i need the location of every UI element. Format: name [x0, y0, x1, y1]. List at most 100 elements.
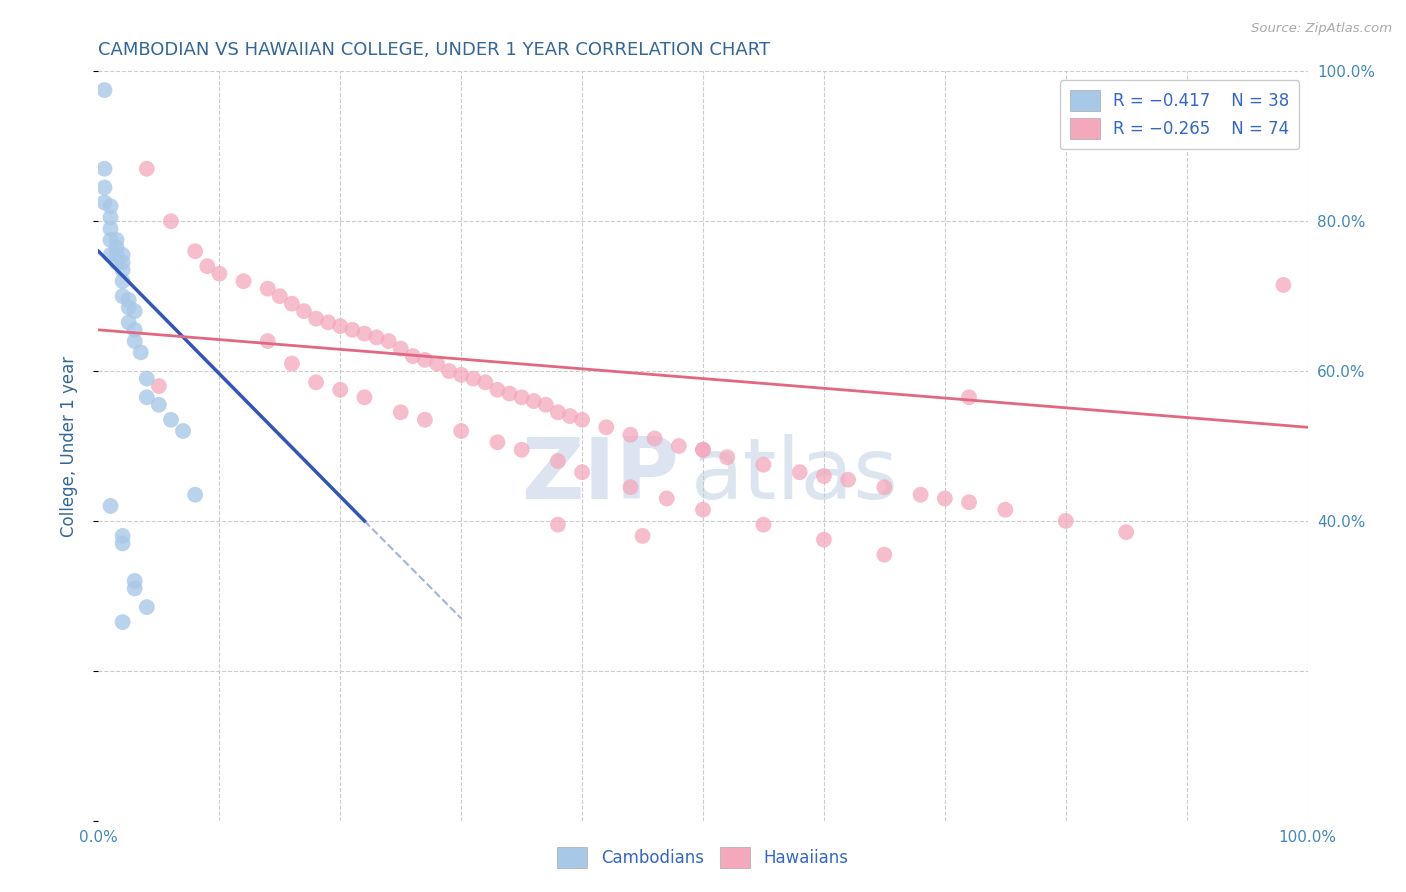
- Point: [124, 323, 146, 337]
- Text: atlas: atlas: [690, 434, 898, 517]
- Point: [129, 345, 152, 359]
- Point: [184, 488, 207, 502]
- Point: [353, 390, 375, 404]
- Y-axis label: College, Under 1 year: College, Under 1 year: [59, 355, 77, 537]
- Point: [1054, 514, 1077, 528]
- Point: [135, 371, 157, 385]
- Legend: Cambodians, Hawaiians: Cambodians, Hawaiians: [551, 840, 855, 875]
- Point: [111, 274, 134, 288]
- Point: [256, 334, 278, 348]
- Point: [873, 480, 896, 494]
- Point: [195, 259, 218, 273]
- Point: [305, 376, 328, 390]
- Point: [124, 582, 146, 596]
- Point: [377, 334, 399, 348]
- Point: [486, 383, 509, 397]
- Text: CAMBODIAN VS HAWAIIAN COLLEGE, UNDER 1 YEAR CORRELATION CHART: CAMBODIAN VS HAWAIIAN COLLEGE, UNDER 1 Y…: [98, 41, 770, 59]
- Point: [111, 615, 134, 629]
- Point: [426, 357, 449, 371]
- Point: [366, 330, 388, 344]
- Point: [148, 398, 170, 412]
- Point: [93, 83, 115, 97]
- Point: [413, 352, 436, 367]
- Point: [510, 390, 533, 404]
- Point: [813, 469, 835, 483]
- Point: [316, 315, 339, 329]
- Point: [124, 304, 146, 318]
- Point: [813, 533, 835, 547]
- Point: [934, 491, 956, 506]
- Point: [100, 248, 122, 262]
- Point: [269, 289, 291, 303]
- Point: [571, 465, 593, 479]
- Point: [105, 255, 128, 269]
- Point: [558, 409, 581, 423]
- Point: [413, 413, 436, 427]
- Point: [100, 211, 122, 225]
- Point: [208, 267, 231, 281]
- Point: [329, 383, 352, 397]
- Point: [1272, 277, 1295, 292]
- Point: [692, 442, 714, 457]
- Point: [93, 180, 115, 194]
- Point: [160, 214, 183, 228]
- Point: [910, 488, 932, 502]
- Point: [474, 376, 496, 390]
- Point: [547, 517, 569, 532]
- Point: [124, 334, 146, 348]
- Point: [93, 161, 115, 176]
- Point: [100, 221, 122, 235]
- Point: [450, 424, 472, 438]
- Point: [111, 255, 134, 269]
- Text: Source: ZipAtlas.com: Source: ZipAtlas.com: [1251, 22, 1392, 36]
- Point: [523, 394, 546, 409]
- Point: [111, 263, 134, 277]
- Point: [668, 439, 690, 453]
- Point: [571, 413, 593, 427]
- Point: [111, 536, 134, 550]
- Point: [389, 342, 412, 356]
- Point: [118, 315, 141, 329]
- Point: [172, 424, 194, 438]
- Point: [655, 491, 678, 506]
- Point: [100, 499, 122, 513]
- Point: [124, 574, 146, 588]
- Point: [93, 195, 115, 210]
- Point: [135, 390, 157, 404]
- Point: [160, 413, 183, 427]
- Point: [105, 240, 128, 254]
- Point: [547, 405, 569, 419]
- Point: [281, 357, 304, 371]
- Point: [105, 248, 128, 262]
- Point: [111, 289, 134, 303]
- Point: [619, 427, 641, 442]
- Point: [463, 371, 485, 385]
- Point: [100, 199, 122, 213]
- Point: [437, 364, 460, 378]
- Point: [184, 244, 207, 259]
- Point: [329, 319, 352, 334]
- Point: [994, 502, 1017, 516]
- Legend: R = −0.417    N = 38, R = −0.265    N = 74: R = −0.417 N = 38, R = −0.265 N = 74: [1060, 79, 1299, 149]
- Point: [232, 274, 254, 288]
- Point: [135, 161, 157, 176]
- Point: [837, 473, 859, 487]
- Point: [281, 296, 304, 310]
- Point: [111, 529, 134, 543]
- Point: [486, 435, 509, 450]
- Point: [256, 282, 278, 296]
- Point: [342, 323, 364, 337]
- Point: [692, 502, 714, 516]
- Point: [498, 386, 520, 401]
- Point: [105, 233, 128, 247]
- Text: ZIP: ZIP: [522, 434, 679, 517]
- Point: [118, 301, 141, 315]
- Point: [547, 454, 569, 468]
- Point: [595, 420, 617, 434]
- Point: [957, 495, 980, 509]
- Point: [957, 390, 980, 404]
- Point: [450, 368, 472, 382]
- Point: [353, 326, 375, 341]
- Point: [148, 379, 170, 393]
- Point: [692, 442, 714, 457]
